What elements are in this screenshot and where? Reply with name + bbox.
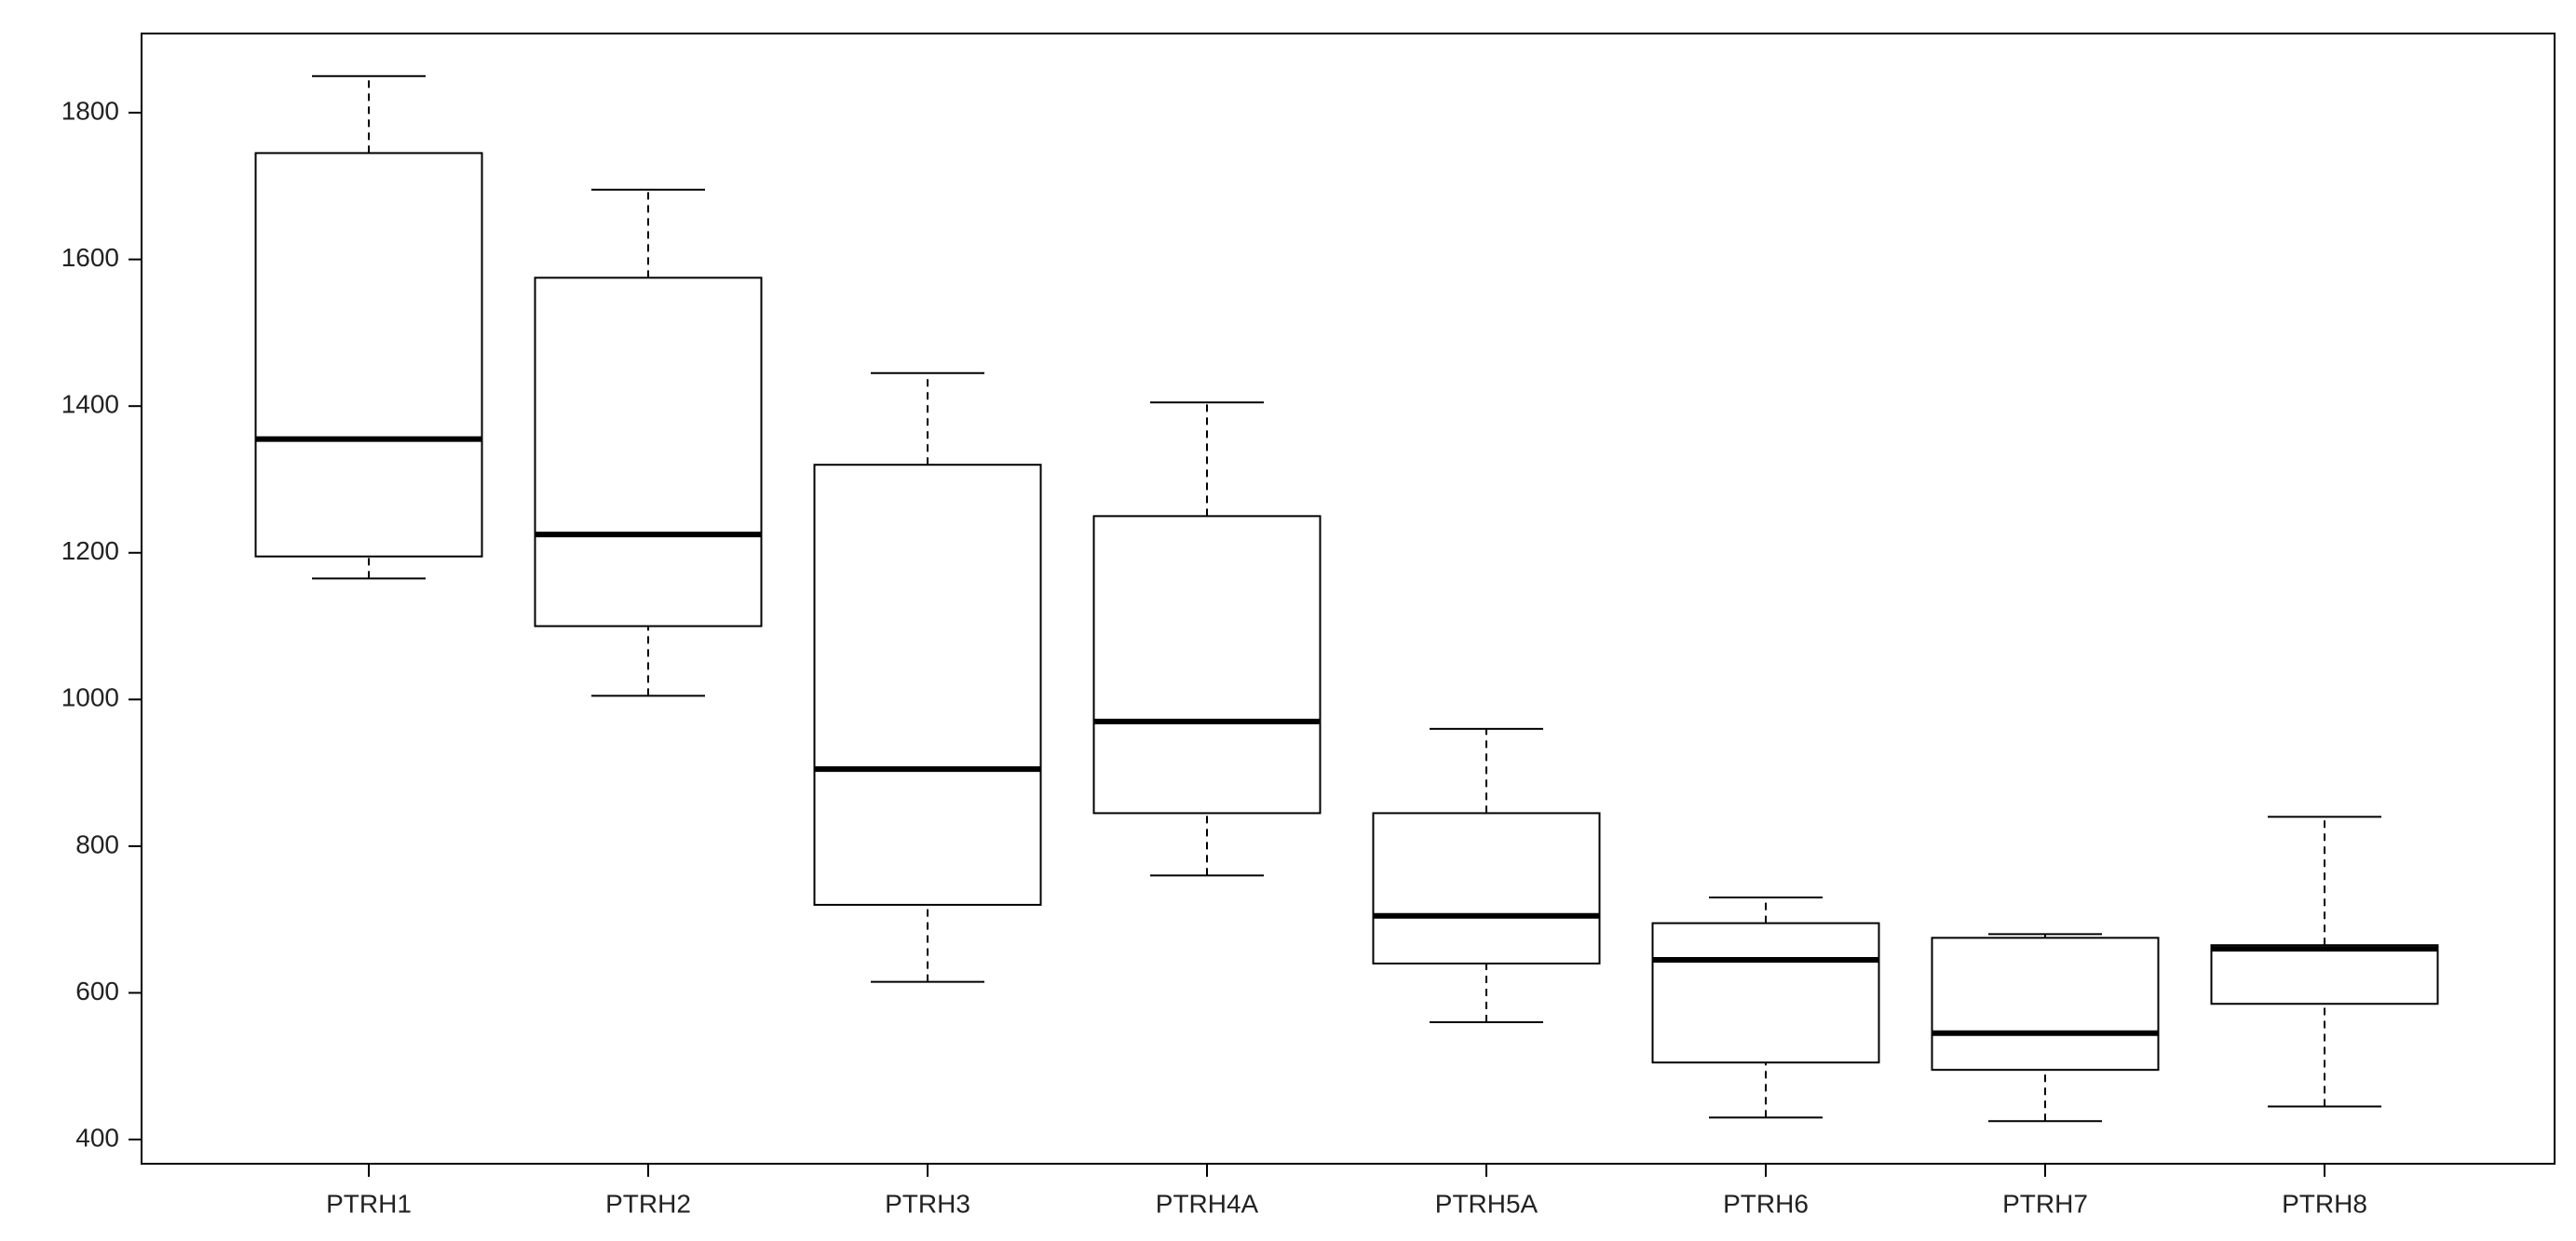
x-tick-label: PTRH8 bbox=[2282, 1189, 2367, 1218]
box bbox=[813, 464, 1042, 906]
x-tick-label: PTRH4A bbox=[1156, 1189, 1259, 1218]
y-tick-label: 1200 bbox=[61, 536, 119, 565]
y-tick-label: 1600 bbox=[61, 243, 119, 272]
plot-frame bbox=[141, 33, 2556, 1165]
x-tick-label: PTRH5A bbox=[1435, 1189, 1539, 1218]
box bbox=[534, 277, 763, 627]
x-tick-label: PTRH3 bbox=[885, 1189, 970, 1218]
box bbox=[1931, 937, 2160, 1072]
x-tick-label: PTRH2 bbox=[605, 1189, 691, 1218]
y-tick-label: 400 bbox=[75, 1123, 119, 1152]
box bbox=[1651, 922, 1880, 1064]
x-tick-label: PTRH6 bbox=[1723, 1189, 1809, 1218]
box bbox=[2210, 944, 2439, 1005]
y-tick-label: 1800 bbox=[61, 96, 119, 125]
y-tick-label: 1400 bbox=[61, 390, 119, 419]
box bbox=[1092, 515, 1322, 815]
x-tick-label: PTRH7 bbox=[2002, 1189, 2088, 1218]
box bbox=[254, 152, 483, 558]
y-tick-label: 1000 bbox=[61, 683, 119, 712]
y-tick-label: 800 bbox=[75, 830, 119, 858]
y-tick-label: 600 bbox=[75, 977, 119, 1005]
box bbox=[1372, 812, 1601, 964]
x-tick-label: PTRH1 bbox=[326, 1189, 412, 1218]
